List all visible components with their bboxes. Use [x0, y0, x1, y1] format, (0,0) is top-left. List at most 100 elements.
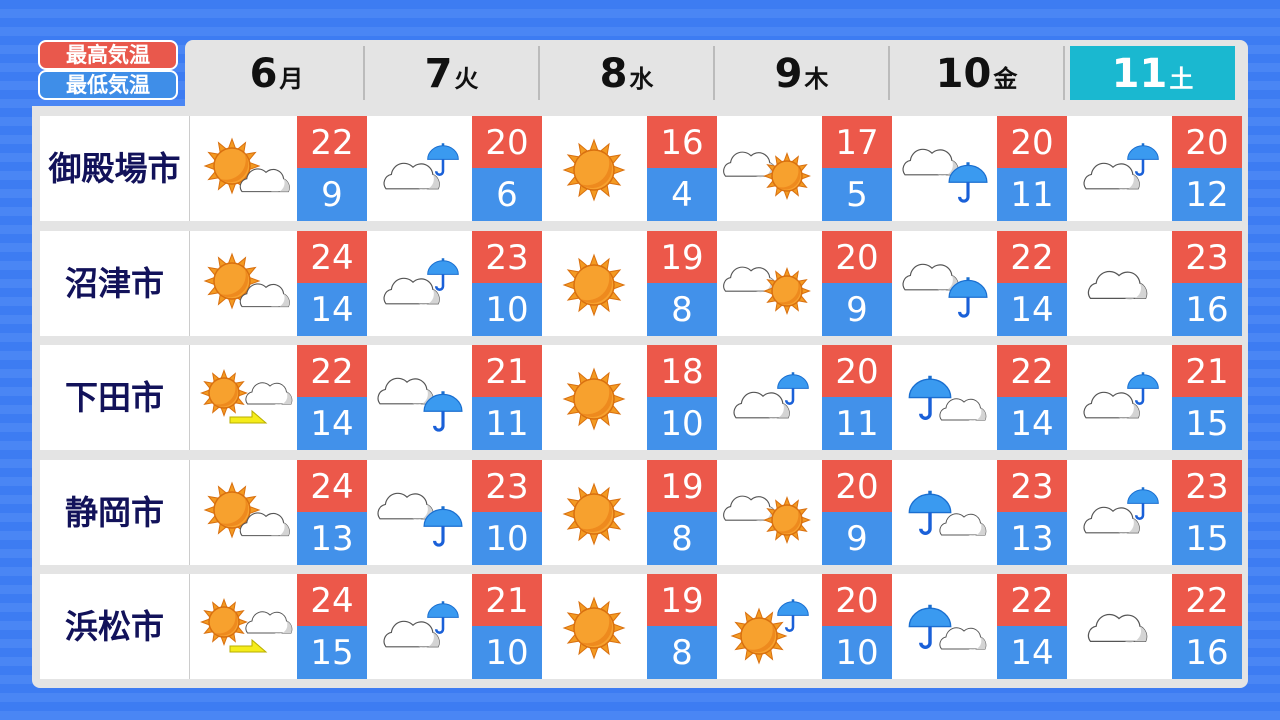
- umbrella-icon: [948, 162, 988, 203]
- weather-icon-sun: [542, 576, 646, 677]
- city-name: 沼津市: [40, 230, 190, 336]
- weather-icon-cloud-umbrella-large: [892, 118, 996, 219]
- day-number: 6: [249, 51, 278, 97]
- max-temp: 17: [822, 116, 892, 168]
- weather-icon-cloud-umbrella-large: [367, 347, 471, 448]
- max-temp: 22: [997, 345, 1067, 397]
- max-temp: 24: [297, 574, 367, 626]
- weather-icon-cloud-sun: [717, 233, 821, 334]
- weekday: 月: [279, 65, 304, 93]
- day-header-3: 9木: [715, 46, 890, 100]
- sun-icon: [203, 252, 261, 309]
- weather-icon-cloud-umbrella: [1067, 118, 1171, 219]
- cloud-icon: [239, 282, 290, 308]
- max-temp: 23: [1172, 459, 1242, 512]
- weather-icon-umbrella-cloud: [892, 347, 996, 448]
- cloud-icon: [239, 168, 290, 193]
- min-temp: 14: [997, 626, 1067, 679]
- umbrella-icon: [1127, 372, 1159, 405]
- max-temp: 20: [1172, 116, 1242, 168]
- forecast-cell: 19 8: [540, 574, 717, 679]
- weather-icon-sun: [542, 233, 646, 334]
- sun-icon: [203, 481, 261, 538]
- min-temp: 11: [997, 168, 1067, 221]
- forecast-cell: 22 14: [890, 574, 1067, 679]
- sun-icon: [200, 369, 248, 417]
- max-temp: 24: [297, 459, 367, 512]
- forecast-cell: 23 16: [1065, 230, 1242, 336]
- max-temp: 23: [997, 459, 1067, 512]
- forecast-cell: 22 9: [190, 116, 367, 221]
- umbrella-icon: [777, 372, 809, 405]
- min-temp-legend: 最低気温: [38, 70, 178, 100]
- max-temp: 20: [997, 116, 1067, 168]
- day-header-4: 10金: [890, 46, 1065, 100]
- sun-icon: [763, 266, 811, 315]
- umbrella-icon: [948, 276, 988, 318]
- forecast-cell: 24 15: [190, 574, 367, 679]
- max-temp: 20: [472, 116, 542, 168]
- weekday: 水: [629, 65, 654, 93]
- weather-icon-cloud: [1067, 576, 1171, 677]
- day-number: 7: [424, 51, 453, 97]
- day-number: 8: [599, 51, 628, 97]
- cloud-icon: [239, 511, 290, 537]
- max-temp: 22: [297, 345, 367, 397]
- max-temp: 21: [472, 574, 542, 626]
- forecast-cell: 24 13: [190, 459, 367, 565]
- min-temp: 12: [1172, 168, 1242, 221]
- forecast-cell: 23 10: [365, 459, 542, 565]
- sun-icon: [763, 152, 811, 200]
- day-header-1: 7火: [365, 46, 540, 100]
- weather-icon-cloud-umbrella: [367, 233, 471, 334]
- min-temp: 14: [297, 397, 367, 450]
- day-header-5: 11土: [1070, 46, 1235, 100]
- forecast-cell: 17 5: [715, 116, 892, 221]
- weather-icon-cloud-umbrella: [1067, 347, 1171, 448]
- min-temp: 11: [472, 397, 542, 450]
- min-temp: 10: [472, 511, 542, 565]
- max-temp: 19: [647, 230, 717, 283]
- day-number: 10: [935, 51, 992, 97]
- weather-icon-cloud-sun: [717, 462, 821, 563]
- sun-icon: [730, 607, 788, 665]
- max-temp: 22: [297, 116, 367, 168]
- min-temp: 10: [647, 397, 717, 450]
- min-temp: 9: [822, 282, 892, 336]
- umbrella-icon: [423, 505, 463, 547]
- date-header: 6月 7火 8水 9木 10金 11土: [185, 40, 1248, 108]
- day-header-0: 6月: [190, 46, 365, 100]
- weather-icon-sun-then-cloud: [192, 347, 296, 448]
- min-temp: 14: [297, 282, 367, 336]
- max-temp: 21: [1172, 345, 1242, 397]
- max-temp: 21: [472, 345, 542, 397]
- weather-icon-cloud-umbrella-large: [892, 233, 996, 334]
- weather-icon-umbrella-cloud: [892, 462, 996, 563]
- min-temp: 8: [647, 511, 717, 565]
- max-temp: 22: [997, 574, 1067, 626]
- umbrella-icon: [427, 601, 459, 634]
- forecast-cell: 21 10: [365, 574, 542, 679]
- cloud-icon: [1087, 270, 1148, 300]
- forecast-cell: 23 15: [1065, 459, 1242, 565]
- forecast-cell: 23 13: [890, 459, 1067, 565]
- umbrella-icon: [1127, 143, 1159, 176]
- min-temp: 16: [1172, 282, 1242, 336]
- forecast-cell: 19 8: [540, 459, 717, 565]
- umbrella-icon: [908, 604, 952, 649]
- cloud-icon: [902, 148, 959, 176]
- min-temp: 9: [297, 168, 367, 221]
- max-temp: 18: [647, 345, 717, 397]
- min-temp: 13: [997, 511, 1067, 565]
- city-row: 浜松市 24 15 21 10 19 8 20 10 22 14 22 16: [40, 574, 1242, 679]
- sun-icon: [562, 596, 626, 660]
- max-temp: 19: [647, 459, 717, 512]
- max-temp: 22: [997, 230, 1067, 283]
- city-name: 静岡市: [40, 459, 190, 565]
- forecast-cell: 22 14: [890, 345, 1067, 450]
- sun-icon: [562, 367, 626, 431]
- cloud-icon: [377, 377, 434, 405]
- max-temp: 22: [1172, 574, 1242, 626]
- forecast-cell: 16 4: [540, 116, 717, 221]
- forecast-cell: 22 14: [190, 345, 367, 450]
